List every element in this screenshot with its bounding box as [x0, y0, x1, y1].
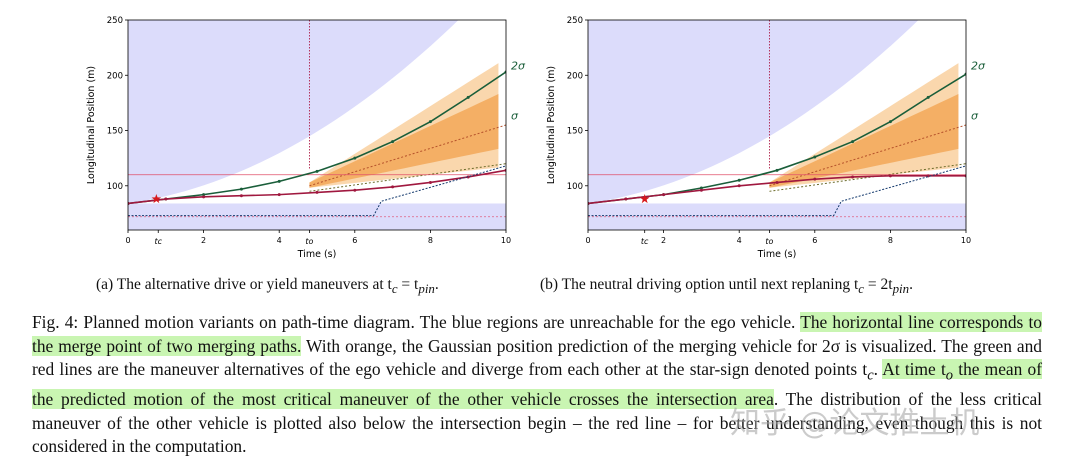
series-point-0-5 [315, 169, 319, 173]
annotation-2sigma: 2σ [971, 60, 986, 73]
series-point-0-6 [813, 155, 817, 159]
x-tick-label: 4 [277, 236, 282, 245]
x-tick-label-extra: to [305, 237, 313, 246]
y-tick-label: 100 [107, 182, 123, 192]
chart-b: 0 2 4 6 8 10 tc to 100 150 200 250 Time (s) Longitudi… [546, 16, 986, 260]
series-point-1-5 [315, 190, 319, 194]
branch-star-marker [639, 194, 650, 204]
x-tick-label: 8 [888, 236, 893, 245]
subcaption-b: (b) The neutral driving option until nex… [540, 276, 913, 297]
series-point-0-5 [775, 168, 779, 172]
series-point-1-5 [775, 180, 779, 184]
x-tick-label: 0 [125, 236, 130, 245]
series-point-0-4 [277, 179, 281, 183]
series-point-0-8 [888, 120, 892, 124]
series-point-1-6 [813, 177, 817, 181]
x-tick-label: 10 [961, 236, 971, 245]
series-point-0-6 [353, 156, 357, 160]
series-point-1-1 [164, 197, 168, 201]
series-point-0-2 [202, 193, 206, 197]
series-point-0-4 [737, 178, 741, 182]
plot-frame [587, 19, 967, 231]
chart-a: 0 2 4 6 8 10 tc to 100 150 200 250 Time (s) Longitudi… [86, 16, 526, 260]
annotation-2sigma: 2σ [511, 60, 526, 73]
x-tick-label: 6 [352, 236, 357, 245]
x-tick-label-extra: tc [641, 237, 649, 246]
prediction-band-sigma [309, 94, 499, 188]
series-point-1-4 [737, 184, 741, 188]
x-tick-label: 6 [812, 236, 817, 245]
y-tick-label: 100 [567, 182, 583, 192]
subcaption-a: (a) The alternative drive or yield maneu… [96, 276, 439, 297]
x-axis-label: Time (s) [757, 249, 797, 260]
series-point-0-3 [699, 186, 703, 190]
x-tick-label: 0 [585, 236, 590, 245]
series-point-1-1 [624, 197, 628, 201]
unreachable-region-upper [128, 20, 459, 204]
y-tick-label: 150 [567, 127, 583, 137]
unreachable-region-upper [588, 20, 919, 204]
series-point-1-7 [851, 175, 855, 179]
series-line-2 [588, 165, 966, 217]
x-tick-label: 2 [201, 236, 206, 245]
series-point-0-7 [851, 140, 855, 144]
series-point-1-8 [888, 174, 892, 178]
series-point-1-4 [277, 193, 281, 197]
series-point-1-6 [353, 188, 357, 192]
x-tick-label: 2 [661, 236, 666, 245]
series-point-1-2 [202, 195, 206, 199]
y-tick-label: 250 [567, 16, 583, 26]
series-point-1-3 [239, 194, 243, 198]
series-point-1-3 [699, 188, 703, 192]
x-axis-label: Time (s) [297, 249, 337, 260]
series-point-0-7 [391, 140, 395, 144]
y-axis-label: Longitudinal Position (m) [86, 66, 97, 184]
x-tick-label: 10 [501, 236, 511, 245]
y-axis-label: Longitudinal Position (m) [546, 66, 557, 184]
plot-area [588, 20, 966, 230]
series-point-0-8 [428, 120, 432, 124]
series-point-1-2 [662, 193, 666, 197]
annotation-sigma: σ [511, 109, 519, 122]
series-point-0-9 [926, 95, 930, 99]
figure-caption: Fig. 4: Planned motion variants on path-… [32, 312, 1043, 457]
y-tick-label: 200 [567, 71, 583, 81]
plot-area [128, 20, 506, 230]
series-point-1-8 [428, 180, 432, 184]
x-tick-label: 4 [737, 236, 742, 245]
prediction-lower-line [309, 163, 506, 192]
prediction-lower-line [769, 163, 966, 192]
series-point-1-9 [466, 175, 470, 179]
series-point-0-9 [466, 95, 470, 99]
series-point-1-7 [391, 185, 395, 189]
branch-star-marker [151, 194, 162, 204]
series-line-2 [128, 165, 506, 217]
plot-frame [127, 19, 507, 231]
x-tick-label-extra: tc [154, 237, 162, 246]
x-tick-label-extra: to [765, 237, 773, 246]
y-tick-label: 250 [107, 16, 123, 26]
series-point-0-3 [239, 187, 243, 191]
y-tick-label: 150 [107, 127, 123, 137]
y-tick-label: 200 [107, 71, 123, 81]
prediction-band-sigma [769, 94, 959, 188]
x-tick-label: 8 [428, 236, 433, 245]
annotation-sigma: σ [971, 109, 979, 122]
